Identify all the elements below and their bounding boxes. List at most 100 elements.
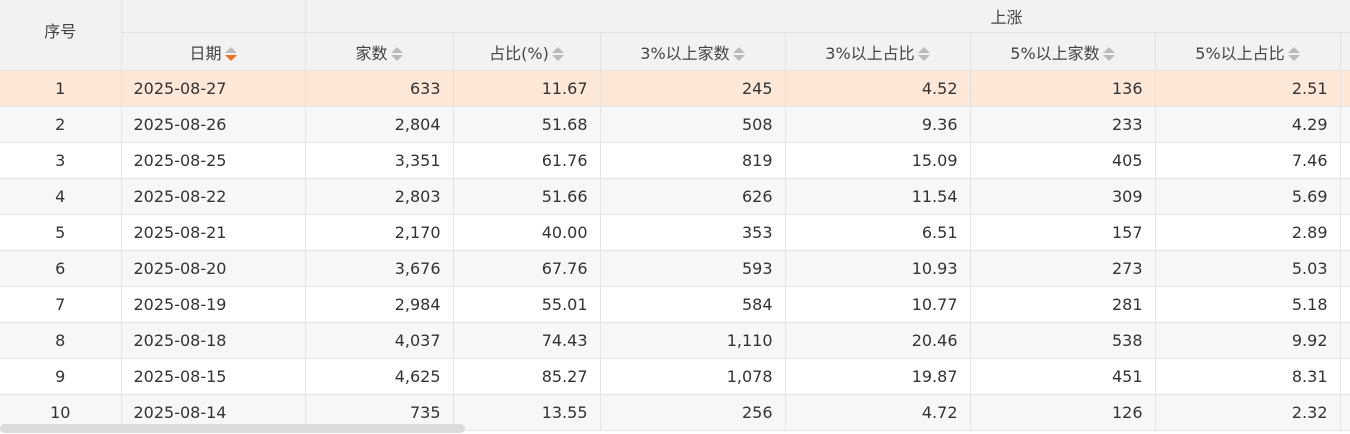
table-row[interactable]: 6 2025-08-20 3,676 67.76 593 10.93 273 5.03 <box>0 250 1350 287</box>
cell-value: 3,676 <box>305 250 454 287</box>
cell-value: 593 <box>600 250 786 287</box>
table-row[interactable]: 1 2025-08-27 633 11.67 245 4.52 136 2.51 <box>0 70 1350 107</box>
cell-value: 245 <box>600 70 786 107</box>
cell-value: 20.46 <box>785 322 971 359</box>
cell-value: 11.54 <box>785 178 971 215</box>
cell-value: 61.76 <box>453 142 601 179</box>
group-label: 上涨 <box>990 8 1023 27</box>
cell-overflow <box>1340 142 1350 179</box>
header-5pct-count[interactable]: 5%以上家数 <box>970 32 1156 71</box>
table-row[interactable]: 9 2025-08-15 4,625 85.27 1,078 19.87 451 8.31 <box>0 358 1350 395</box>
cell-index: 5 <box>0 214 122 251</box>
table-row[interactable]: 4 2025-08-22 2,803 51.66 626 11.54 309 5.69 <box>0 178 1350 215</box>
header-3pct-ratio[interactable]: 3%以上占比 <box>785 32 971 71</box>
cell-value: 10.93 <box>785 250 971 287</box>
cell-overflow <box>1340 394 1350 431</box>
cell-value: 626 <box>600 178 786 215</box>
cell-value: 13.55 <box>453 394 601 431</box>
cell-value: 281 <box>970 286 1156 323</box>
cell-value: 256 <box>600 394 786 431</box>
cell-value: 6.51 <box>785 214 971 251</box>
cell-value: 3,351 <box>305 142 454 179</box>
cell-overflow <box>1340 70 1350 107</box>
cell-value: 451 <box>970 358 1156 395</box>
table-row[interactable]: 7 2025-08-19 2,984 55.01 584 10.77 281 5.18 <box>0 286 1350 323</box>
cell-value: 2,803 <box>305 178 454 215</box>
cell-value: 819 <box>600 142 786 179</box>
header-label: 5%以上占比 <box>1195 43 1285 63</box>
header-date[interactable]: 日期 <box>121 32 306 71</box>
cell-index: 7 <box>0 286 122 323</box>
header-group-rise: 上涨 <box>305 0 1350 33</box>
cell-value: 2,804 <box>305 106 454 143</box>
header-overflow <box>1340 32 1350 71</box>
sort-icon[interactable] <box>1102 46 1115 62</box>
header-label: 日期 <box>189 43 222 63</box>
cell-index: 6 <box>0 250 122 287</box>
cell-index: 4 <box>0 178 122 215</box>
cell-index: 9 <box>0 358 122 395</box>
cell-value: 2,984 <box>305 286 454 323</box>
cell-index: 1 <box>0 70 122 107</box>
cell-date: 2025-08-15 <box>121 358 306 395</box>
cell-value: 2,170 <box>305 214 454 251</box>
cell-value: 51.66 <box>453 178 601 215</box>
cell-date: 2025-08-25 <box>121 142 306 179</box>
horizontal-scrollbar[interactable] <box>0 424 465 433</box>
cell-value: 5.69 <box>1155 178 1341 215</box>
header-count[interactable]: 家数 <box>305 32 454 71</box>
header-label: 3%以上占比 <box>825 43 915 63</box>
header-blank <box>121 0 306 33</box>
header-index: 序号 <box>0 0 122 71</box>
cell-overflow <box>1340 286 1350 323</box>
cell-value: 4,625 <box>305 358 454 395</box>
cell-value: 233 <box>970 106 1156 143</box>
cell-value: 4,037 <box>305 322 454 359</box>
cell-value: 85.27 <box>453 358 601 395</box>
table-row[interactable]: 5 2025-08-21 2,170 40.00 353 6.51 157 2.89 <box>0 214 1350 251</box>
cell-value: 19.87 <box>785 358 971 395</box>
cell-date: 2025-08-22 <box>121 178 306 215</box>
cell-value: 2.51 <box>1155 70 1341 107</box>
cell-value: 15.09 <box>785 142 971 179</box>
cell-value: 2.32 <box>1155 394 1341 431</box>
sort-icon[interactable] <box>551 46 564 62</box>
sort-desc-icon[interactable] <box>224 46 237 62</box>
table-row[interactable]: 8 2025-08-18 4,037 74.43 1,110 20.46 538 9.92 <box>0 322 1350 359</box>
cell-value: 538 <box>970 322 1156 359</box>
cell-value: 353 <box>600 214 786 251</box>
cell-value: 9.36 <box>785 106 971 143</box>
cell-value: 1,078 <box>600 358 786 395</box>
sort-icon[interactable] <box>390 46 403 62</box>
cell-value: 9.92 <box>1155 322 1341 359</box>
cell-value: 1,110 <box>600 322 786 359</box>
cell-value: 126 <box>970 394 1156 431</box>
sort-icon[interactable] <box>1287 46 1300 62</box>
table-row[interactable]: 3 2025-08-25 3,351 61.76 819 15.09 405 7.46 <box>0 142 1350 179</box>
header-ratio[interactable]: 占比(%) <box>453 32 601 71</box>
cell-index: 3 <box>0 142 122 179</box>
table-row[interactable]: 10 2025-08-14 735 13.55 256 4.72 126 2.32 <box>0 394 1350 431</box>
header-label: 家数 <box>355 43 388 63</box>
cell-value: 5.03 <box>1155 250 1341 287</box>
sort-icon[interactable] <box>732 46 745 62</box>
header-3pct-count[interactable]: 3%以上家数 <box>600 32 786 71</box>
cell-overflow <box>1340 106 1350 143</box>
cell-value: 157 <box>970 214 1156 251</box>
cell-value: 405 <box>970 142 1156 179</box>
cell-date: 2025-08-26 <box>121 106 306 143</box>
cell-overflow <box>1340 322 1350 359</box>
cell-index: 8 <box>0 322 122 359</box>
table-row[interactable]: 2 2025-08-26 2,804 51.68 508 9.36 233 4.29 <box>0 106 1350 143</box>
cell-index: 2 <box>0 106 122 143</box>
header-label: 3%以上家数 <box>640 43 730 63</box>
sort-icon[interactable] <box>917 46 930 62</box>
cell-value: 74.43 <box>453 322 601 359</box>
cell-value: 273 <box>970 250 1156 287</box>
cell-value: 4.29 <box>1155 106 1341 143</box>
header-5pct-ratio[interactable]: 5%以上占比 <box>1155 32 1341 71</box>
cell-value: 51.68 <box>453 106 601 143</box>
cell-value: 11.67 <box>453 70 601 107</box>
